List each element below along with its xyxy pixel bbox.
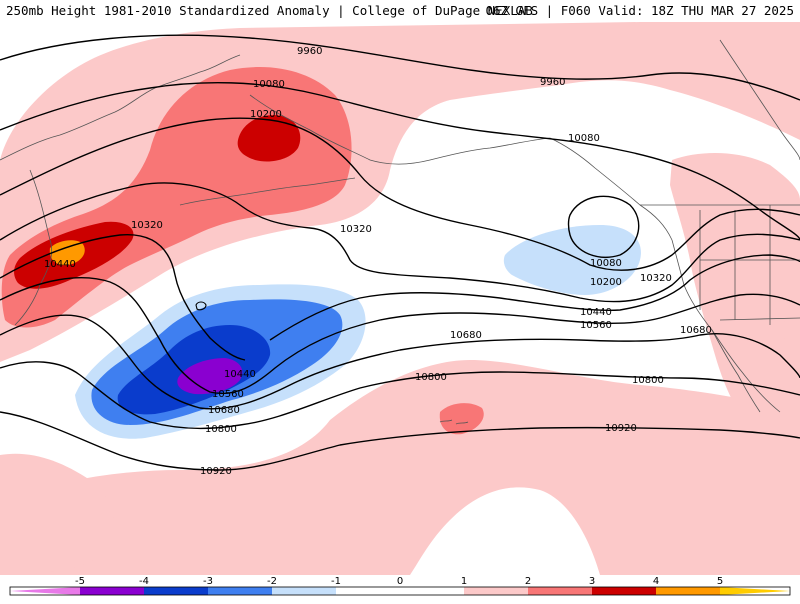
coastline-aleutians (179, 177, 356, 206)
colorbar-swatch-n1-0 (336, 587, 400, 595)
anomaly-shading-positive-4 (49, 240, 85, 266)
colorbar-tick: -5 (75, 576, 85, 587)
colorbar-tick: 4 (653, 576, 659, 587)
colorbar-tick: 2 (525, 576, 531, 587)
contour-10920 (0, 411, 800, 471)
colorbar-tick: 3 (589, 576, 595, 587)
colorbar-swatch-p3-p4 (592, 587, 656, 595)
colorbar-swatch-above-5 (720, 587, 790, 595)
label-10080-c: 10080 (590, 258, 622, 269)
label-10920-b: 10920 (605, 423, 637, 434)
contour-10440 (0, 234, 800, 361)
border-us-mexico (719, 317, 800, 321)
map-canvas: 9960 9960 10080 10080 10080 10200 10200 … (0, 22, 800, 575)
contour-10320 (0, 182, 800, 303)
pink-area-southwest (0, 453, 114, 575)
colorbar-tick: 5 (717, 576, 723, 587)
anomaly-shading-positive-1 (0, 22, 800, 575)
label-10200-a: 10200 (250, 109, 282, 120)
colorbar-swatch-below-5 (10, 587, 80, 595)
label-10680-b: 10680 (450, 330, 482, 341)
anomaly-shading-negative-4 (177, 358, 243, 395)
label-10800-a: 10800 (205, 424, 237, 435)
coastline-alaska (249, 94, 551, 165)
model-valid-time: 06Z GFS | F060 Valid: 18Z THU MAR 27 202… (485, 3, 794, 18)
contour-low-coast (567, 195, 640, 258)
colorbar-swatch-0-p1 (400, 587, 464, 595)
label-9960-b: 9960 (540, 77, 565, 88)
contour-10800 (0, 361, 800, 430)
map-title: 250mb Height 1981-2010 Standardized Anom… (6, 3, 533, 18)
label-10440-c: 10440 (580, 307, 612, 318)
contour-9960 (0, 34, 800, 101)
contour-10080 (0, 81, 800, 241)
colorbar-swatch-p1-p2 (464, 587, 528, 595)
purple-area-pacific (177, 358, 243, 395)
contour-10680 (0, 314, 800, 410)
label-10320-a: 10320 (131, 220, 163, 231)
contour-small-low (195, 301, 207, 311)
orange-area-west (49, 240, 85, 266)
colorbar-tick: -2 (267, 576, 277, 587)
colorbar-tick: 1 (461, 576, 467, 587)
red-area-alaska (237, 115, 301, 162)
coastlines (0, 39, 800, 425)
colorbar-tick: -3 (203, 576, 213, 587)
contour-10200 (0, 117, 800, 271)
label-9960-a: 9960 (297, 46, 322, 57)
coastline-russia (0, 54, 241, 161)
label-10320-b: 10320 (340, 224, 372, 235)
salmon-area-hawaii (439, 403, 484, 435)
title-bar: 250mb Height 1981-2010 Standardized Anom… (0, 0, 800, 22)
label-10200-b: 10200 (590, 277, 622, 288)
coastline-northeast (719, 39, 800, 161)
label-10560-a: 10560 (212, 389, 244, 400)
coastline-bc (549, 137, 673, 241)
colorbar-swatch-p2-p3 (528, 587, 592, 595)
label-10800-b: 10800 (415, 372, 447, 383)
contour-10560 (0, 277, 800, 395)
colorbar-tick: -4 (139, 576, 149, 587)
label-10320-c: 10320 (640, 273, 672, 284)
colorbar-swatch-n4-n3 (144, 587, 208, 595)
colorbar-tick: -1 (331, 576, 341, 587)
label-10800-c: 10800 (632, 375, 664, 386)
label-10080-a: 10080 (253, 79, 285, 90)
colorbar-swatch-n5-n4 (80, 587, 144, 595)
anomaly-colorbar: -5 -4 -3 -2 -1 0 1 2 3 4 5 (0, 575, 800, 600)
colorbar-canvas: -5 -4 -3 -2 -1 0 1 2 3 4 5 (9, 576, 791, 596)
colorbar-tick-labels: -5 -4 -3 -2 -1 0 1 2 3 4 5 (75, 576, 723, 587)
label-10680-a: 10680 (208, 405, 240, 416)
contour-labels: 9960 9960 10080 10080 10080 10200 10200 … (44, 46, 712, 477)
colorbar-swatch-n3-n2 (208, 587, 272, 595)
coastline-hawaii (439, 419, 469, 425)
label-10560-b: 10560 (580, 320, 612, 331)
anomaly-map: 9960 9960 10080 10080 10080 10200 10200 … (0, 22, 800, 575)
colorbar-swatch-p4-p5 (656, 587, 720, 595)
coastline-kamchatka (14, 169, 53, 326)
height-contours (0, 34, 800, 471)
colorbar-swatch-n2-n1 (272, 587, 336, 595)
label-10440-b: 10440 (224, 369, 256, 380)
pink-area-south (0, 360, 800, 575)
pink-area-east-south (720, 298, 786, 362)
colorbar-tick: 0 (397, 576, 403, 587)
label-10680-c: 10680 (680, 325, 712, 336)
coastline-baja (711, 329, 761, 413)
label-10440-a: 10440 (44, 259, 76, 270)
label-10920-a: 10920 (200, 466, 232, 477)
colorbar-swatches (9, 586, 791, 596)
label-10080-b: 10080 (568, 133, 600, 144)
colorbar-frame (9, 586, 791, 596)
